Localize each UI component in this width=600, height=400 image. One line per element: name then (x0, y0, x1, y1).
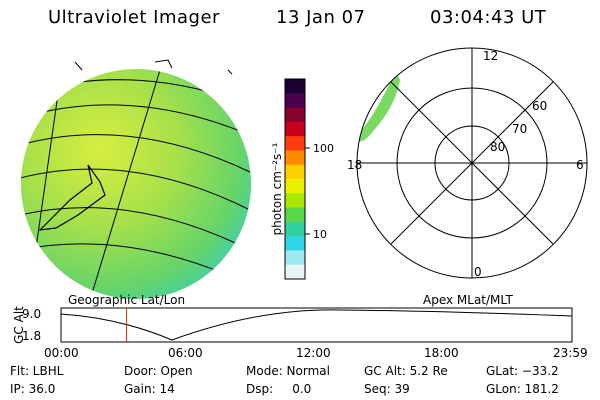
colorbar-band (285, 207, 305, 223)
status-glat: GLat: −33.2 (486, 364, 559, 378)
app-title: Ultraviolet Imager (48, 7, 220, 28)
status-gc-alt: GC Alt: 5.2 Re (364, 364, 448, 378)
date-label: 13 Jan 07 (276, 7, 366, 28)
xtick-0600: 06:00 (168, 346, 203, 360)
colorbar-band (285, 236, 305, 251)
mlat-label-80: 80 (490, 140, 505, 154)
mlat-label-60: 60 (532, 99, 547, 113)
colorbar-band (285, 179, 305, 194)
status-seq: Seq: 39 (364, 382, 410, 396)
mlt-label-6: 6 (576, 158, 584, 172)
status-dsp: Dsp: 0.0 (246, 382, 312, 396)
colorbar-band (285, 164, 305, 180)
altitude-ytick-high: 9.0 (22, 307, 42, 321)
status-gain: Gain: 14 (124, 382, 175, 396)
xtick-2359: 23:59 (553, 346, 588, 360)
colorbar-band (285, 79, 305, 94)
colorbar-band (285, 121, 305, 137)
status-mode: Mode: Normal (246, 364, 330, 378)
mlt-label-18: 18 (347, 158, 362, 172)
colorbar-band (285, 150, 305, 166)
xtick-0000: 00:00 (44, 346, 79, 360)
colorbar-band (285, 250, 305, 266)
colorbar-band (285, 193, 305, 209)
colorbar-band (285, 93, 305, 109)
mlt-label-12: 12 (483, 49, 498, 63)
colorbar-tick-100: 100 (313, 142, 334, 155)
colorbar (284, 78, 310, 280)
colorbar-band (285, 107, 305, 123)
status-door: Door: Open (124, 364, 193, 378)
xtick-1200: 12:00 (296, 346, 331, 360)
xtick-1800: 18:00 (424, 346, 459, 360)
colorbar-tick-10: 10 (313, 228, 327, 241)
mlt-label-0: 0 (474, 265, 482, 279)
altitude-ytick-low: 1.8 (22, 329, 42, 343)
mlat-label-70: 70 (512, 122, 527, 136)
left-panel-label: Geographic Lat/Lon (68, 293, 186, 307)
status-glon: GLon: 181.2 (486, 382, 559, 396)
time-label: 03:04:43 UT (430, 7, 547, 28)
colorbar-band (285, 264, 305, 280)
right-panel-label: Apex MLat/MLT (423, 293, 513, 307)
colorbar-band (285, 221, 305, 237)
status-ip: IP: 36.0 (10, 382, 56, 396)
colorbar-band (285, 136, 305, 151)
status-flt: Flt: LBHL (10, 364, 64, 378)
